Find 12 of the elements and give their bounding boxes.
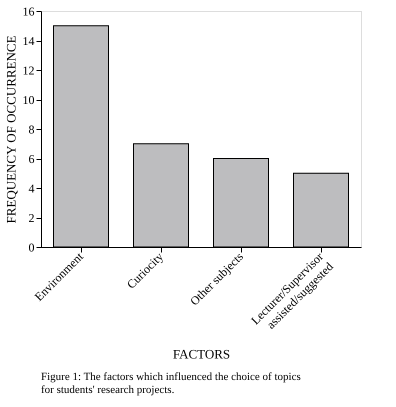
y-tick-label: 14: [22, 34, 34, 48]
y-tick-label: 2: [28, 211, 34, 225]
caption: Figure 1: The factors which influenced the choice of topics for students' research projects.: [41, 371, 301, 396]
y-tick-label: 4: [28, 182, 34, 196]
y-tick-label: 0: [28, 240, 34, 254]
y-axis-title: FREQUENCY OF OCCURRENCE: [4, 35, 18, 224]
y-tick-label: 10: [22, 93, 34, 107]
y-tick-label: 8: [28, 122, 34, 136]
y-tick-label: 16: [22, 4, 34, 18]
x-axis-title: FACTORS: [172, 346, 230, 362]
y-tick-label: 12: [22, 64, 34, 78]
y-tick-label: 6: [28, 152, 34, 166]
